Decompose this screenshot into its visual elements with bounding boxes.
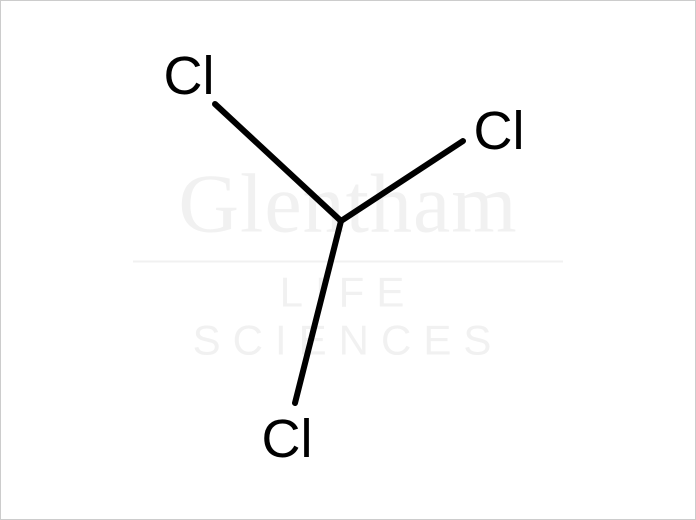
- molecule-bonds: [1, 1, 696, 520]
- bond-line: [341, 141, 463, 221]
- bond-line: [215, 104, 341, 221]
- image-frame: Glentham LIFE SCIENCES Cl Cl Cl: [0, 0, 696, 520]
- atom-label-cl: Cl: [164, 45, 215, 107]
- atom-label-cl: Cl: [474, 100, 525, 162]
- bond-line: [295, 221, 341, 403]
- atom-label-cl: Cl: [262, 408, 313, 470]
